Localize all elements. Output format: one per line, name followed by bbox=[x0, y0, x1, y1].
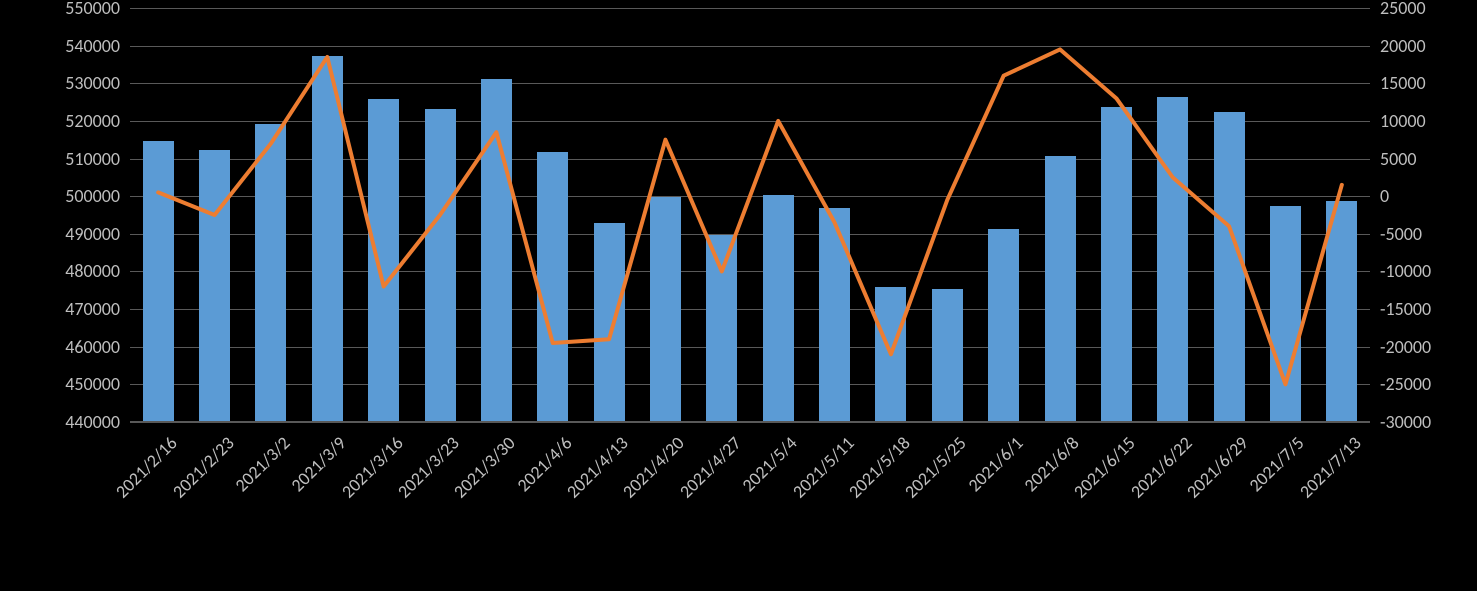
y-right-tick-label: 20000 bbox=[1380, 35, 1426, 57]
y-right-tick-label: -5000 bbox=[1380, 223, 1422, 245]
y-right-tick-label: 0 bbox=[1380, 185, 1389, 207]
y-right-tick-label: 25000 bbox=[1380, 0, 1426, 19]
y-right-tick-label: -30000 bbox=[1380, 411, 1431, 433]
y-right-tick-label: -10000 bbox=[1380, 260, 1431, 282]
y-left-tick-label: 520000 bbox=[0, 110, 120, 132]
y-left-tick-label: 550000 bbox=[0, 0, 120, 19]
line-series bbox=[158, 49, 1342, 384]
y-left-tick-label: 450000 bbox=[0, 373, 120, 395]
y-left-tick-label: 490000 bbox=[0, 223, 120, 245]
y-right-tick-label: 10000 bbox=[1380, 110, 1426, 132]
y-right-tick-label: 5000 bbox=[1380, 148, 1417, 170]
combo-chart: 440000 450000 460000 470000 480000 490000 5000… bbox=[0, 0, 1477, 591]
y-left-tick-label: 460000 bbox=[0, 336, 120, 358]
y-right-tick-label: 15000 bbox=[1380, 72, 1426, 94]
y-left-tick-label: 540000 bbox=[0, 35, 120, 57]
y-right-tick-label: -25000 bbox=[1380, 373, 1431, 395]
y-left-tick-label: 510000 bbox=[0, 148, 120, 170]
y-right-tick-label: -20000 bbox=[1380, 336, 1431, 358]
y-left-tick-label: 440000 bbox=[0, 411, 120, 433]
y-left-tick-label: 480000 bbox=[0, 260, 120, 282]
y-right-tick-label: -15000 bbox=[1380, 298, 1431, 320]
y-left-tick-label: 530000 bbox=[0, 72, 120, 94]
y-left-tick-label: 500000 bbox=[0, 185, 120, 207]
y-left-tick-label: 470000 bbox=[0, 298, 120, 320]
